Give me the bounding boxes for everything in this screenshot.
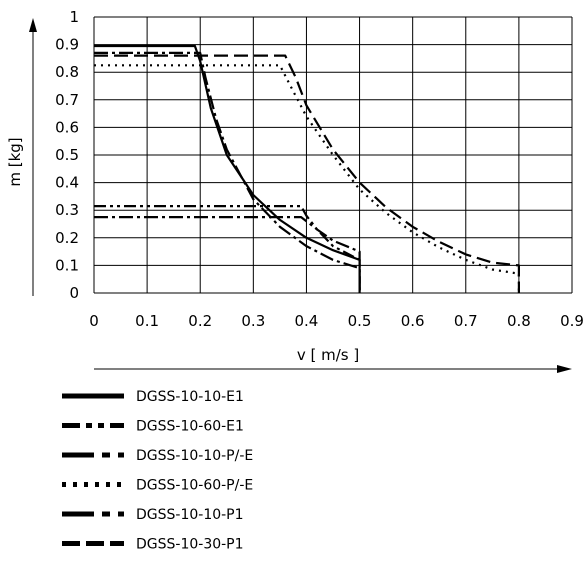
axes (29, 18, 572, 373)
x-tick-label: 0.9 (560, 312, 584, 330)
y-tick-label: 0.2 (55, 229, 79, 247)
y-tick-label: 0.3 (55, 201, 79, 219)
legend-label-1: DGSS-10-60-E1 (136, 419, 244, 435)
grid (93, 16, 573, 294)
y-axis-arrowhead (29, 18, 37, 32)
x-tick-label: 0.4 (295, 312, 319, 330)
y-tick-label: 0.9 (55, 36, 79, 54)
x-tick-label: 0.7 (454, 312, 478, 330)
y-tick-label: 0.8 (55, 63, 79, 81)
legend-label-2: DGSS-10-10-P/-E (136, 448, 253, 464)
y-tick-label: 0.6 (55, 118, 79, 136)
y-tick-label: 0.4 (55, 174, 79, 192)
x-tick-label: 0.2 (188, 312, 212, 330)
y-tick-label: 0.5 (55, 146, 79, 164)
y-tick-label: 0 (69, 284, 79, 302)
series-layer (94, 44, 520, 293)
series-line-3 (94, 64, 520, 293)
y-tick-label: 0.1 (55, 256, 79, 274)
x-tick-label: 0.6 (401, 312, 425, 330)
x-axis-label: v [ m/s ] (297, 346, 359, 364)
y-tick-label: 0.7 (55, 91, 79, 109)
x-axis-arrowhead (557, 365, 572, 373)
legend-label-0: DGSS-10-10-E1 (136, 389, 244, 405)
legend-label-5: DGSS-10-30-P1 (136, 537, 244, 553)
x-tick-label: 0.5 (348, 312, 372, 330)
series-line-1 (94, 205, 361, 293)
y-tick-label: 1 (69, 8, 79, 26)
legend-label-3: DGSS-10-60-P/-E (136, 478, 253, 494)
x-tick-label: 0.3 (241, 312, 265, 330)
series-line-2 (94, 51, 361, 293)
series-line-4 (94, 216, 361, 293)
x-tick-label: 0.1 (135, 312, 159, 330)
legend-label-4: DGSS-10-10-P1 (136, 507, 244, 523)
x-tick-label: 0 (89, 312, 99, 330)
y-axis-label: m [kg] (6, 137, 24, 186)
x-tick-label: 0.8 (507, 312, 531, 330)
legend: DGSS-10-10-E1 DGSS-10-60-E1 DGSS-10-10-P/-… (62, 389, 253, 553)
tick-labels: 0 0.1 0.2 0.3 0.4 0.5 0.6 0.7 0.8 0.9 0 0.1 0.2 0.3 0.… (55, 8, 584, 330)
series-line-0 (94, 44, 361, 293)
